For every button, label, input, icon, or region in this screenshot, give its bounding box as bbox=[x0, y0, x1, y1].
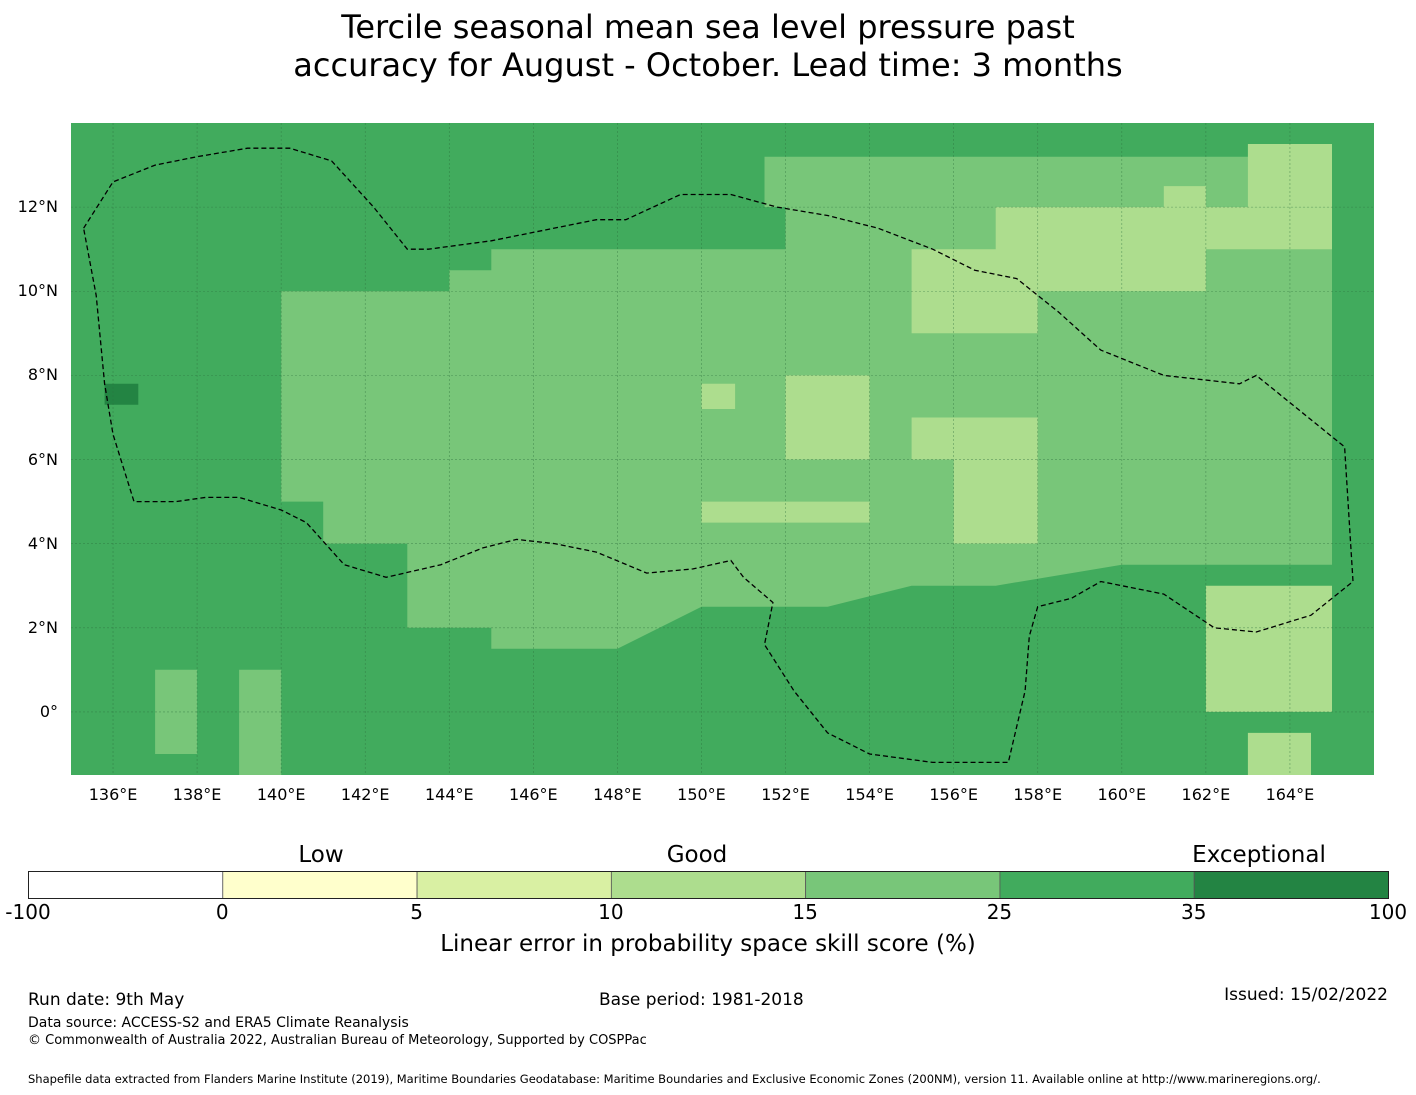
colorbar-segment bbox=[1193, 871, 1389, 899]
colorbar-tick-label: 25 bbox=[986, 900, 1013, 924]
colorbar-tick-label: 0 bbox=[215, 900, 229, 924]
map-title-line-1: Tercile seasonal mean sea level pressure… bbox=[341, 8, 1075, 46]
shapefile-credit: Shapefile data extracted from Flanders M… bbox=[28, 1072, 1321, 1086]
colorbar-segment bbox=[222, 871, 418, 899]
colorbar-tick-label: 35 bbox=[1180, 900, 1207, 924]
colorbar-tick-label: 100 bbox=[1368, 900, 1408, 924]
x-tick-label: 158°E bbox=[1013, 785, 1063, 804]
colorbar-segment bbox=[805, 871, 1001, 899]
skill-region bbox=[1205, 585, 1332, 712]
skill-region bbox=[1247, 732, 1311, 775]
eez-boundary bbox=[82, 147, 1354, 764]
colorbar-segment bbox=[999, 871, 1195, 899]
y-tick-label: 8°N bbox=[27, 365, 58, 385]
x-tick-label: 154°E bbox=[845, 785, 894, 804]
colorbar-frame bbox=[28, 871, 1389, 899]
x-tick-label: 144°E bbox=[424, 785, 474, 804]
data-source: Data source: ACCESS-S2 and ERA5 Climate … bbox=[28, 1015, 409, 1031]
x-tick-label: 146°E bbox=[509, 785, 558, 804]
x-tick-label: 150°E bbox=[677, 785, 726, 804]
x-tick-label: 164°E bbox=[1265, 785, 1315, 804]
colorbar-label: Linear error in probability space skill … bbox=[440, 931, 976, 957]
skill-region bbox=[701, 383, 736, 409]
y-tick-label: 12°N bbox=[17, 197, 58, 217]
colorbar-segment bbox=[610, 871, 807, 899]
colorbar-tick-label: 5 bbox=[410, 900, 423, 924]
issued-date: Issued: 15/02/2022 bbox=[1224, 985, 1388, 1005]
x-tick-label: 156°E bbox=[929, 785, 978, 804]
y-tick-label: 2°N bbox=[27, 617, 58, 637]
y-tick-label: 6°N bbox=[27, 449, 58, 469]
y-tick-label: 4°N bbox=[27, 533, 58, 553]
colorbar-tick-label: 15 bbox=[792, 900, 818, 924]
x-tick-label: 162°E bbox=[1181, 785, 1231, 804]
x-tick-label: 148°E bbox=[593, 785, 642, 804]
x-tick-label: 160°E bbox=[1097, 785, 1147, 804]
map-title-line-2: accuracy for August - October. Lead time… bbox=[293, 46, 1123, 84]
colorbar-segment bbox=[28, 871, 224, 899]
x-tick-label: 140°E bbox=[256, 785, 306, 804]
skill-region bbox=[869, 207, 1332, 334]
colorbar-tick-label: -100 bbox=[5, 900, 51, 924]
x-tick-label: 152°E bbox=[761, 785, 810, 804]
colorbar bbox=[28, 871, 1389, 899]
run-date: Run date: 9th May bbox=[28, 990, 185, 1010]
category-exceptional: Exceptional bbox=[1192, 842, 1326, 868]
base-period: Base period: 1981-2018 bbox=[599, 990, 804, 1010]
x-tick-label: 136°E bbox=[88, 785, 138, 804]
colorbar-tick-label: 10 bbox=[598, 900, 624, 924]
copyright: © Commonwealth of Australia 2022, Austra… bbox=[28, 1033, 647, 1048]
x-tick-label: 142°E bbox=[340, 785, 390, 804]
y-tick-label: 0° bbox=[39, 701, 58, 721]
category-good: Good bbox=[666, 842, 728, 868]
skill-region bbox=[104, 383, 139, 405]
skill-region bbox=[239, 669, 282, 775]
category-low: Low bbox=[298, 842, 344, 868]
colorbar-segment bbox=[416, 871, 612, 899]
skill-map bbox=[71, 123, 1374, 775]
x-tick-label: 138°E bbox=[172, 785, 222, 804]
y-tick-label: 10°N bbox=[17, 281, 58, 301]
